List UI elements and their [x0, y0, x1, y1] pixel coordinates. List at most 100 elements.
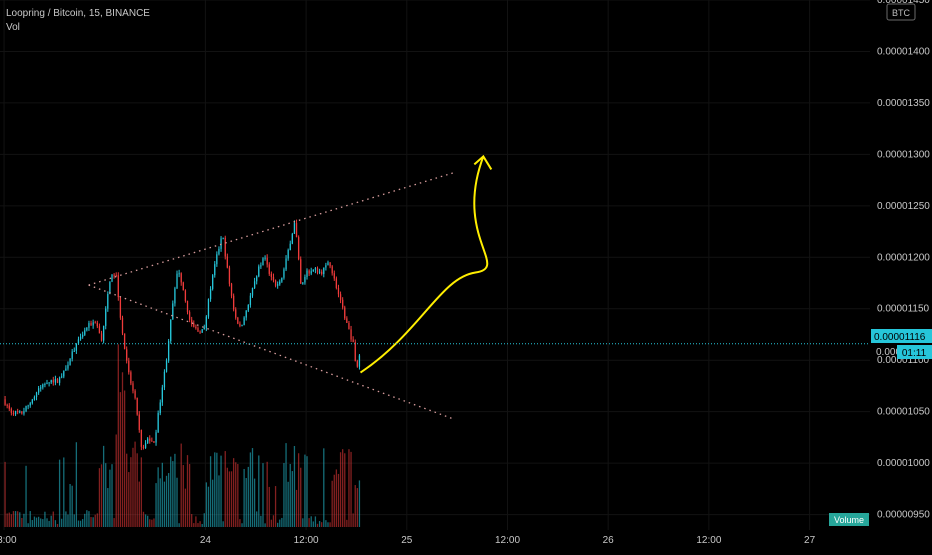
trendline: [88, 284, 454, 420]
grid: [0, 0, 870, 530]
volume-bar: [113, 518, 115, 527]
candle-body: [193, 323, 195, 327]
time-tick-label: 23:00: [0, 535, 17, 546]
volume-bar: [180, 443, 182, 527]
volume-bar: [314, 516, 317, 527]
candle-body: [79, 336, 82, 340]
volume-bar: [35, 517, 38, 527]
volume-bar: [348, 449, 350, 527]
candle-body: [184, 290, 187, 301]
candle-body: [207, 299, 210, 317]
volume-bar: [170, 456, 172, 527]
time-tick-label: 24: [200, 535, 212, 546]
volume-bar: [197, 523, 199, 527]
candle-body: [306, 270, 308, 277]
candle-body: [56, 378, 59, 383]
volume-bar: [105, 463, 107, 527]
candle-body: [335, 278, 338, 288]
volume-bar: [264, 523, 266, 527]
candle-body: [186, 300, 189, 313]
candle-body: [29, 403, 31, 406]
volume-bar: [318, 521, 321, 527]
volume-bar: [174, 453, 176, 527]
candle-body: [151, 440, 153, 442]
candle-body: [350, 329, 352, 340]
volume-bar: [128, 472, 130, 527]
volume-bar: [251, 448, 254, 527]
price-tick-label: 0.00001400: [877, 46, 930, 57]
volume-bar: [40, 518, 42, 527]
candles: [4, 219, 361, 451]
candle-body: [27, 405, 29, 407]
volume-bar: [216, 452, 218, 527]
volume-bar: [188, 464, 191, 527]
volume-bar: [126, 453, 128, 527]
candle-body: [77, 339, 80, 344]
price-axis[interactable]: 0.00000950 0.00001000 0.00001050 0.00001100…: [870, 0, 932, 550]
volume-bar: [354, 485, 356, 527]
time-tick-label: 27: [804, 535, 816, 546]
volume-bar: [262, 463, 264, 527]
volume-bar: [316, 523, 319, 527]
volume-bar: [335, 469, 338, 527]
volume-bar: [132, 447, 134, 527]
volume-bar: [191, 514, 193, 527]
volume-bar: [37, 516, 40, 527]
candle-body: [4, 399, 6, 405]
volume-bar: [163, 481, 166, 527]
candle-body: [293, 223, 296, 234]
volume-bar: [205, 482, 208, 527]
volume-bar: [77, 520, 80, 527]
candle-body: [170, 319, 172, 342]
candle-body: [138, 414, 140, 430]
candle-body: [172, 303, 174, 320]
candle-body: [130, 372, 132, 384]
volume-bar: [308, 518, 310, 527]
candle-body: [287, 250, 289, 259]
candle-body: [348, 322, 350, 330]
volume-bar: [356, 488, 358, 527]
candle-body: [63, 370, 65, 377]
volume-bar: [279, 519, 281, 527]
volume-bar: [10, 514, 13, 527]
annotation-arrow: [359, 156, 489, 374]
volume-bar: [293, 445, 296, 527]
volume-bar: [12, 511, 15, 527]
candle-body: [157, 413, 159, 433]
volume-bar: [220, 455, 222, 527]
trendline: [88, 172, 454, 286]
time-tick-label: 26: [603, 535, 615, 546]
candle-body: [153, 441, 155, 443]
candle-body: [224, 237, 226, 257]
price-tick-label: 0.00001300: [877, 149, 930, 160]
time-axis[interactable]: 23:00 24 12:00 25 12:00 26 12:00 27: [0, 535, 816, 546]
candle-body: [226, 256, 228, 268]
candle-body: [178, 273, 180, 275]
volume-bar: [337, 473, 340, 527]
candle-body: [214, 264, 216, 276]
candle-body: [14, 411, 17, 415]
candle-body: [132, 383, 134, 391]
candle-body: [281, 277, 283, 282]
candle-body: [180, 273, 182, 283]
volume-bars: [4, 344, 361, 527]
volume-bar: [268, 486, 270, 527]
volume-bar: [201, 523, 203, 527]
volume-bar: [212, 479, 214, 527]
axis-badges: BTC 0.000 0.00001116 01:11 Volume: [829, 3, 932, 526]
candle-body: [147, 438, 149, 444]
candle-body: [274, 280, 277, 286]
volume-bar: [323, 448, 325, 527]
volume-bar: [121, 372, 124, 527]
volume-bar: [107, 488, 109, 527]
volume-bar: [258, 455, 260, 527]
candle-body: [6, 404, 8, 406]
volume-bar: [333, 474, 335, 527]
volume-bar: [245, 478, 247, 527]
candle-body: [243, 317, 245, 326]
candle-body: [314, 268, 317, 270]
candle-body: [107, 293, 109, 309]
candle-body: [279, 281, 281, 285]
